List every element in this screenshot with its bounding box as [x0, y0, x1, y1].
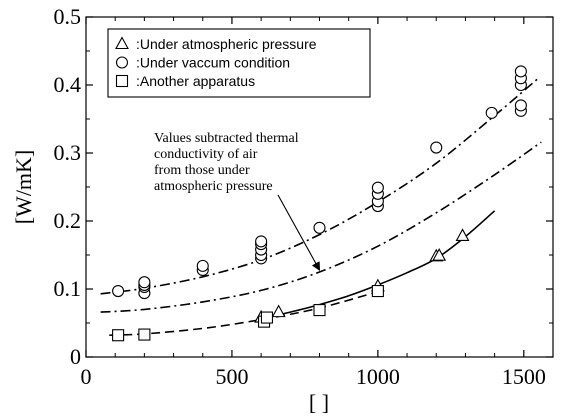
square-data-point [260, 311, 274, 324]
square-data-point [138, 328, 151, 341]
circle-data-point [485, 106, 498, 119]
x-tick-label: 1000 [356, 364, 400, 389]
y-axis-title: [W/mK] [11, 150, 36, 225]
legend-circle-icon [115, 56, 129, 69]
legend-label: :Under atmospheric pressure [136, 36, 317, 52]
triangle-data-point [271, 304, 286, 318]
circle-data-point [371, 181, 384, 194]
legend-box [107, 28, 371, 98]
y-tick-label: 0 [70, 344, 81, 369]
y-tick-label: 0.3 [54, 140, 82, 165]
circle-data-point [313, 221, 326, 234]
legend-label: :Under vaccum condition [136, 55, 290, 71]
square-data-point [112, 329, 125, 342]
circle-data-point [138, 276, 151, 289]
legend: :Under atmospheric pressure :Under vaccum… [107, 28, 371, 98]
y-tick-label: 0.5 [54, 4, 82, 29]
data-markers [112, 65, 527, 342]
annotation-text-line: atmospheric pressure [154, 179, 273, 194]
square-data-point [371, 284, 384, 298]
fit-curve-dash-dot [100, 141, 542, 313]
circle-data-point [430, 141, 443, 154]
tick-labels: 0 500 1000 1500 0 0.1 0.2 0.3 0.4 0.5 [54, 4, 546, 389]
y-tick-label: 0.4 [54, 72, 82, 97]
circle-data-point [514, 65, 527, 78]
y-tick-label: 0.1 [54, 276, 82, 301]
x-tick-label: 0 [81, 364, 92, 389]
circle-data-point [255, 235, 268, 248]
x-tick-label: 1500 [502, 364, 546, 389]
circle-data-point [112, 284, 125, 298]
annotation-arrow [277, 194, 321, 271]
x-axis-title: [ ] [309, 390, 329, 415]
square-data-point [313, 304, 326, 317]
y-tick-label: 0.2 [54, 208, 82, 233]
fit-curves [100, 77, 542, 336]
legend-label: :Another apparatus [136, 73, 255, 89]
triangle-data-point [432, 248, 447, 261]
fit-curve-dash-dot [100, 77, 539, 295]
x-tick-label: 500 [215, 364, 248, 389]
annotation-text-line: Values subtracted thermal [154, 131, 299, 146]
annotation-text-line: from those under [154, 163, 250, 178]
axis-ticks [85, 16, 554, 358]
triangle-data-point [455, 228, 470, 242]
legend-square-icon [115, 74, 129, 88]
annotation-text-line: conductivity of air [154, 147, 258, 162]
axis-titles: [ ] [W/mK] [11, 150, 329, 415]
circle-data-point [514, 99, 527, 112]
circle-data-point [196, 259, 209, 272]
legend-triangle-icon [115, 36, 129, 50]
